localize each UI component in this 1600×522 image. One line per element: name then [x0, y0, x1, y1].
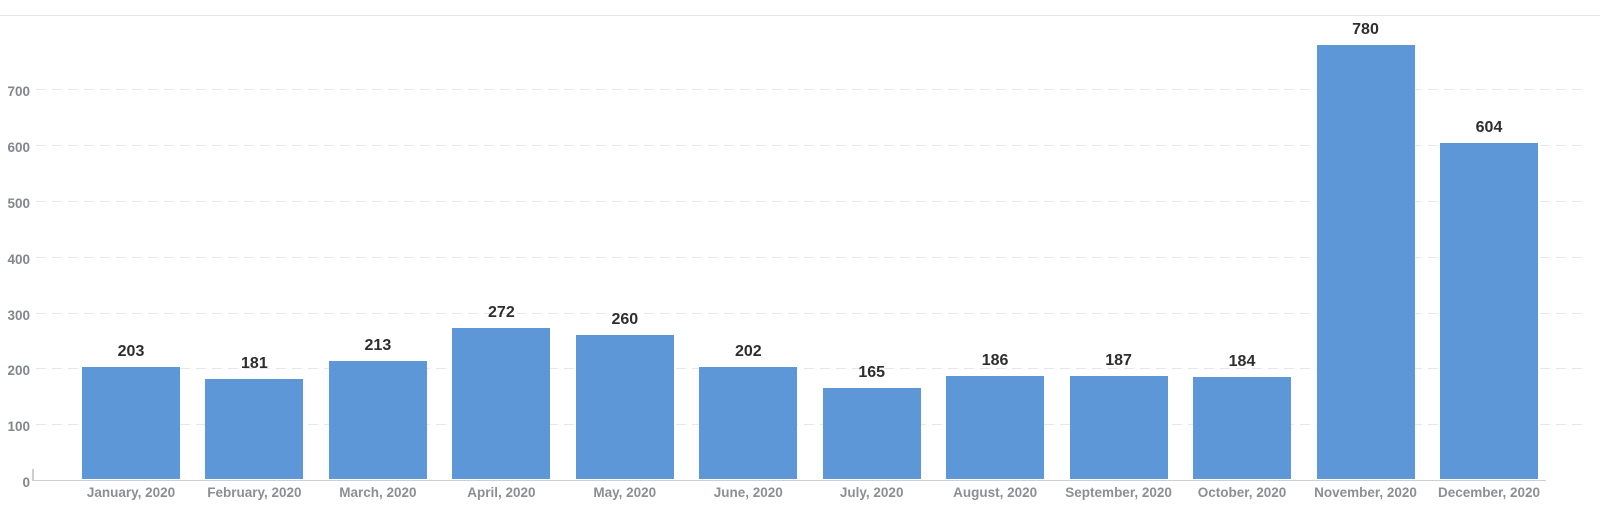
gridline: [36, 145, 1586, 147]
bar[interactable]: [946, 376, 1045, 479]
bar-value-label: 187: [1105, 352, 1132, 369]
bar-value-label: 272: [488, 304, 515, 321]
x-axis-label: February, 2020: [207, 485, 302, 500]
y-axis-label: 500: [7, 196, 30, 211]
y-axis-label: 400: [7, 251, 30, 267]
y-axis-label: 300: [7, 307, 30, 323]
bar-value-label: 186: [981, 352, 1009, 369]
bar[interactable]: [328, 361, 427, 479]
bar[interactable]: [1193, 377, 1291, 479]
bar-value-label: 165: [858, 364, 886, 381]
bar-value-label: 203: [117, 343, 145, 360]
y-axis-label: 100: [7, 419, 30, 435]
bar[interactable]: [1440, 143, 1538, 479]
y-axis-label: 600: [7, 140, 30, 156]
bar-value-label: 780: [1352, 21, 1379, 38]
bar[interactable]: [82, 367, 180, 479]
bar-value-label: 260: [611, 311, 639, 328]
y-axis-label: 0: [22, 475, 30, 490]
bar-value-label: 202: [734, 343, 762, 360]
bar-value-label: 184: [1228, 353, 1256, 370]
x-axis-label: April, 2020: [467, 485, 536, 500]
y-axis-stub: [32, 469, 34, 480]
bar[interactable]: [452, 328, 551, 479]
x-axis-label: March, 2020: [339, 485, 417, 500]
x-axis-label: May, 2020: [593, 485, 657, 500]
bar-value-label: 213: [364, 337, 392, 354]
gridline: [36, 201, 1586, 202]
bar[interactable]: [575, 335, 674, 479]
chart-top-border: [0, 15, 1600, 16]
bar-value-label: 604: [1475, 119, 1503, 136]
bar[interactable]: [822, 388, 921, 479]
bar[interactable]: [1316, 45, 1415, 479]
x-axis-label: August, 2020: [953, 485, 1038, 500]
gridline: [36, 368, 1586, 370]
bar[interactable]: [1069, 376, 1168, 479]
x-axis-label: July, 2020: [839, 485, 904, 500]
y-axis-label: 200: [7, 363, 30, 379]
x-axis-label: September, 2020: [1065, 485, 1172, 500]
x-axis-label: October, 2020: [1197, 485, 1287, 500]
gridline: [36, 312, 1586, 314]
gridline: [36, 256, 1586, 258]
bar-value-label: 181: [241, 355, 268, 372]
bar[interactable]: [699, 367, 798, 479]
y-axis-label: 700: [7, 84, 30, 100]
x-axis-line: [32, 479, 1546, 481]
gridline: [36, 424, 1586, 426]
x-axis-label: January, 2020: [86, 485, 176, 500]
bar[interactable]: [205, 379, 304, 479]
x-axis-label: December, 2020: [1437, 485, 1541, 500]
x-axis-label: November, 2020: [1314, 485, 1417, 500]
gridline: [36, 89, 1586, 91]
x-axis-label: June, 2020: [713, 485, 783, 500]
